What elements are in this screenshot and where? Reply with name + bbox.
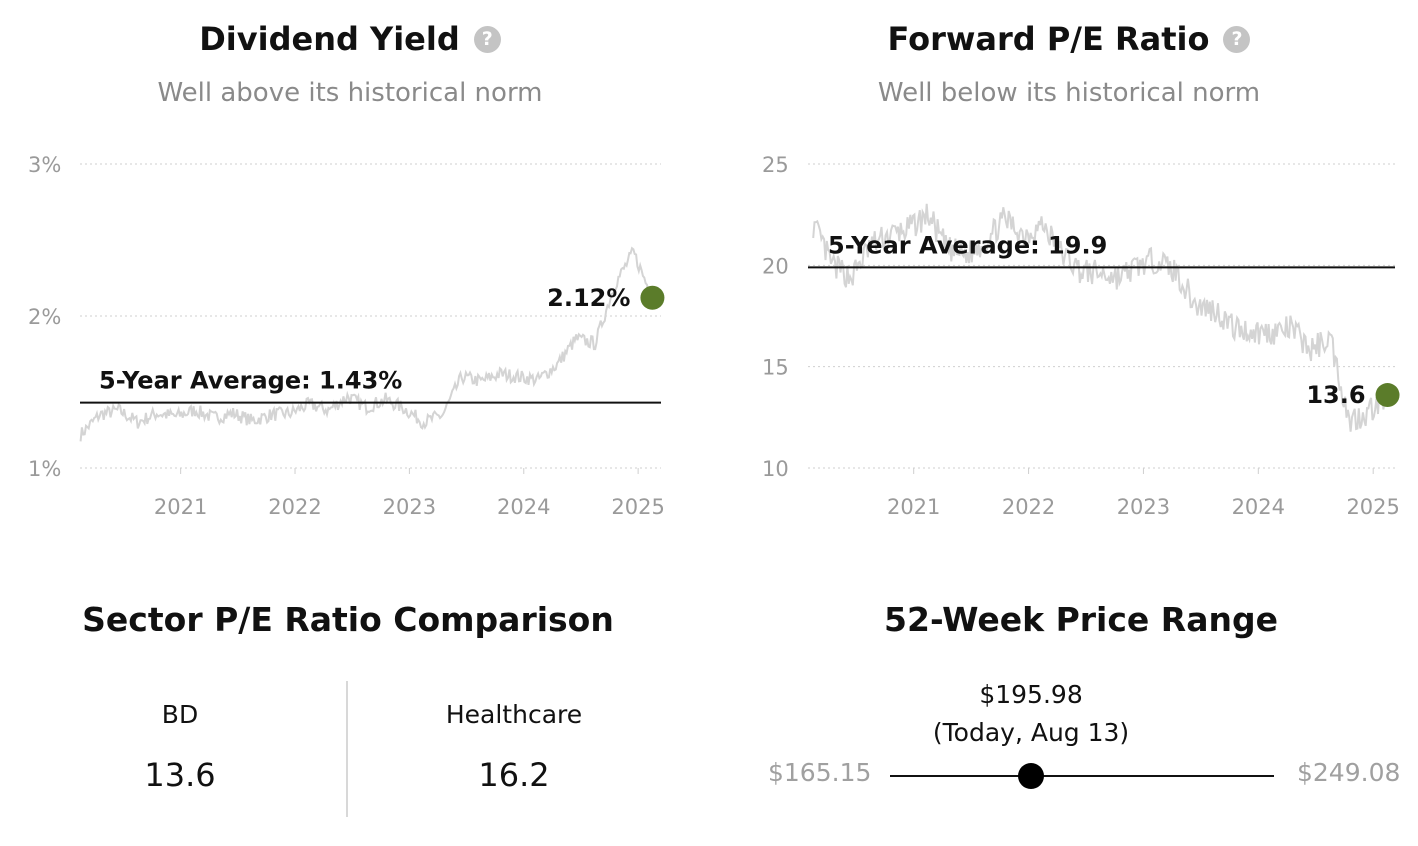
x-tick-label: 2025 [611, 495, 664, 519]
dividend-yield-title-text: Dividend Yield [199, 20, 460, 58]
x-tick-label: 2023 [1117, 495, 1170, 519]
pe-current-dot[interactable] [1375, 383, 1400, 408]
yield-average-label: 5-Year Average: 1.43% [99, 367, 402, 395]
pe-history-line [812, 203, 1389, 432]
question-circle-icon[interactable]: ? [473, 26, 501, 53]
sector-pe-value: 16.2 [478, 756, 550, 794]
pe-current-label: 13.6 [1306, 381, 1365, 409]
company-label: BD [161, 700, 199, 729]
x-tick-label: 2022 [1002, 495, 1055, 519]
x-tick-label: 2022 [268, 495, 321, 519]
forward-pe-title: Forward P/E Ratio? [720, 20, 1418, 58]
yield-history-line [79, 246, 654, 442]
current-price-date: (Today, Aug 13) [932, 718, 1130, 747]
x-tick-label: 2025 [1346, 495, 1399, 519]
x-tick-label: 2024 [497, 495, 550, 519]
dividend-yield-chart: 3% 2% 1% 2021 2022 2023 2024 2025 5-Year Avera… [28, 153, 665, 519]
x-tick-label: 2021 [887, 495, 940, 519]
forward-pe-subtitle: Well below its historical norm [877, 78, 1261, 108]
y-tick-label: 15 [762, 356, 789, 380]
range-high-value: $249.08 [1297, 758, 1401, 787]
question-circle-icon[interactable]: ? [1223, 26, 1251, 53]
current-price: $195.98 [979, 680, 1083, 709]
yield-current-label: 2.12% [547, 284, 630, 312]
dividend-yield-title: Dividend Yield? [0, 20, 700, 58]
company-pe-value: 13.6 [144, 756, 216, 794]
range-track [890, 775, 1274, 777]
forward-pe-chart: 25 20 15 10 2021 2022 2023 2024 2025 5-Year Ave… [762, 153, 1400, 519]
sector-label: Healthcare [445, 700, 583, 729]
yield-current-dot[interactable] [640, 285, 665, 310]
sector-comparison-title: Sector P/E Ratio Comparison [82, 600, 614, 639]
forward-pe-panel: Forward P/E Ratio? Well below its histor… [720, 0, 1418, 540]
dividend-yield-panel: Dividend Yield? Well above its historica… [0, 0, 700, 540]
range-low-value: $165.15 [768, 758, 872, 787]
y-tick-label: 2% [28, 305, 61, 329]
y-tick-label: 3% [28, 153, 61, 177]
pe-average-label: 5-Year Average: 19.9 [828, 231, 1107, 259]
y-tick-label: 1% [28, 457, 61, 481]
range-current-marker[interactable] [1018, 763, 1045, 789]
comparison-divider [346, 681, 348, 817]
x-tick-label: 2024 [1232, 495, 1285, 519]
y-tick-label: 20 [762, 254, 789, 278]
forward-pe-title-text: Forward P/E Ratio [887, 20, 1210, 58]
dividend-yield-subtitle: Well above its historical norm [157, 78, 543, 108]
y-tick-label: 25 [762, 153, 789, 177]
x-tick-label: 2021 [154, 495, 207, 519]
y-tick-label: 10 [762, 457, 789, 481]
price-range-title: 52-Week Price Range [884, 600, 1278, 639]
x-tick-label: 2023 [383, 495, 436, 519]
